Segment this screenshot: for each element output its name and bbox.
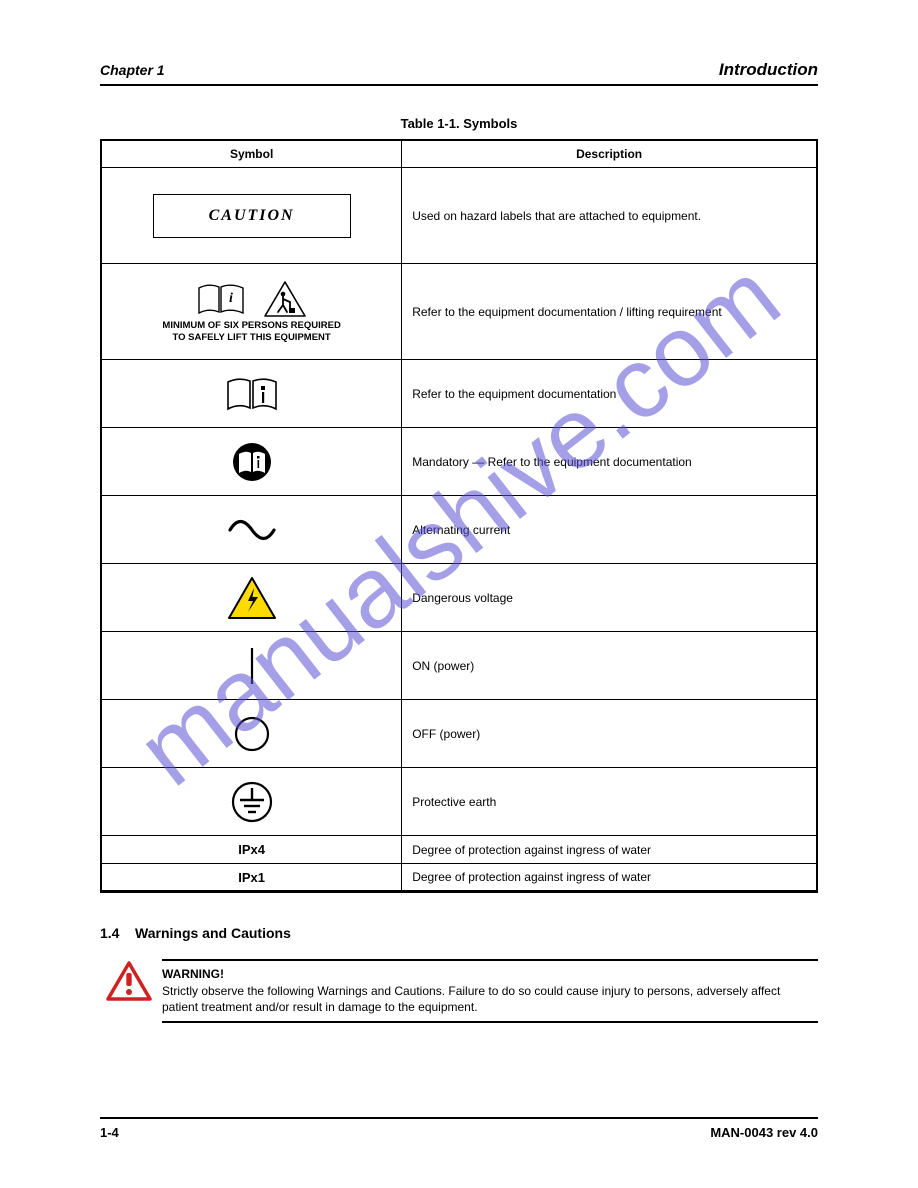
col-symbol: Symbol [101,140,402,168]
description-cell: Degree of protection against ingress of … [402,864,817,892]
symbol-cell [101,564,402,632]
warning-rule-top [162,959,818,961]
warning-body: Strictly observe the following Warnings … [162,983,818,1015]
description-cell: Dangerous voltage [402,564,817,632]
warning-text: WARNING! Strictly observe the following … [162,959,818,1029]
symbols-table: Symbol Description CAUTION Used on hazar… [100,139,818,893]
power-on-icon [247,646,257,686]
lifting-hazard-icon [263,280,307,318]
doc-revision: MAN-0043 rev 4.0 [710,1125,818,1140]
symbol-cell [101,700,402,768]
col-description: Description [402,140,817,168]
footer-rule [100,1117,818,1119]
manual-icon: i [197,282,245,316]
description-cell: Mandatory — Refer to the equipment docum… [402,428,817,496]
description-cell: Degree of protection against ingress of … [402,836,817,864]
page-header: Chapter 1 Introduction [100,60,818,80]
description-cell: Protective earth [402,768,817,836]
symbol-cell [101,428,402,496]
description-cell: OFF (power) [402,700,817,768]
table-row: Dangerous voltage [101,564,817,632]
description-cell: Alternating current [402,496,817,564]
symbol-cell [101,768,402,836]
table-row: IPx1 Degree of protection against ingres… [101,864,817,892]
warning-icon [106,961,152,1006]
description-cell: ON (power) [402,632,817,700]
description-cell: Refer to the equipment documentation [402,360,817,428]
ac-icon [226,517,278,543]
table-row: Refer to the equipment documentation [101,360,817,428]
chapter-title: Introduction [719,60,818,80]
symbol-cell: CAUTION [101,168,402,264]
description-cell: Refer to the equipment documentation / l… [402,264,817,360]
table-row: Protective earth [101,768,817,836]
table-row: IPx4 Degree of protection against ingres… [101,836,817,864]
page-number: 1-4 [100,1125,119,1140]
table-row: Mandatory — Refer to the equipment docum… [101,428,817,496]
symbol-cell: i MINIM [101,264,402,360]
warning-rule-bottom [162,1021,818,1023]
header-rule [100,84,818,86]
voltage-hazard-icon [227,576,277,620]
footer-row: 1-4 MAN-0043 rev 4.0 [100,1125,818,1140]
manual-icon [225,375,279,413]
description-cell: Used on hazard labels that are attached … [402,168,817,264]
lifting-text-1: MINIMUM OF SIX PERSONS REQUIRED [162,320,340,331]
symbol-cell [101,496,402,564]
table-header-row: Symbol Description [101,140,817,168]
lifting-icons: i [162,280,340,318]
lifting-label: i MINIM [162,280,340,343]
section-title: Warnings and Cautions [135,925,291,941]
symbol-cell [101,360,402,428]
caution-label-box: CAUTION [153,194,351,238]
protective-earth-icon [230,780,274,824]
section-heading: 1.4 Warnings and Cautions [100,925,818,941]
mandatory-manual-icon [231,441,273,483]
table-row: OFF (power) [101,700,817,768]
table-caption: Table 1-1. Symbols [100,116,818,131]
table-row: CAUTION Used on hazard labels that are a… [101,168,817,264]
page: manualshive.com Chapter 1 Introduction T… [0,0,918,1069]
svg-text:i: i [229,291,233,306]
page-footer: 1-4 MAN-0043 rev 4.0 [100,1117,818,1140]
table-row: ON (power) [101,632,817,700]
power-off-icon [232,714,272,754]
table-row: Alternating current [101,496,817,564]
ipx1-label: IPx1 [101,864,402,892]
ipx4-label: IPx4 [101,836,402,864]
chapter-number: Chapter 1 [100,62,165,78]
section-number: 1.4 [100,925,119,941]
symbol-cell [101,632,402,700]
table-row: i MINIM [101,264,817,360]
warning-heading: WARNING! [162,967,818,981]
warning-block: WARNING! Strictly observe the following … [106,959,818,1029]
lifting-text-2: TO SAFELY LIFT THIS EQUIPMENT [162,332,340,343]
